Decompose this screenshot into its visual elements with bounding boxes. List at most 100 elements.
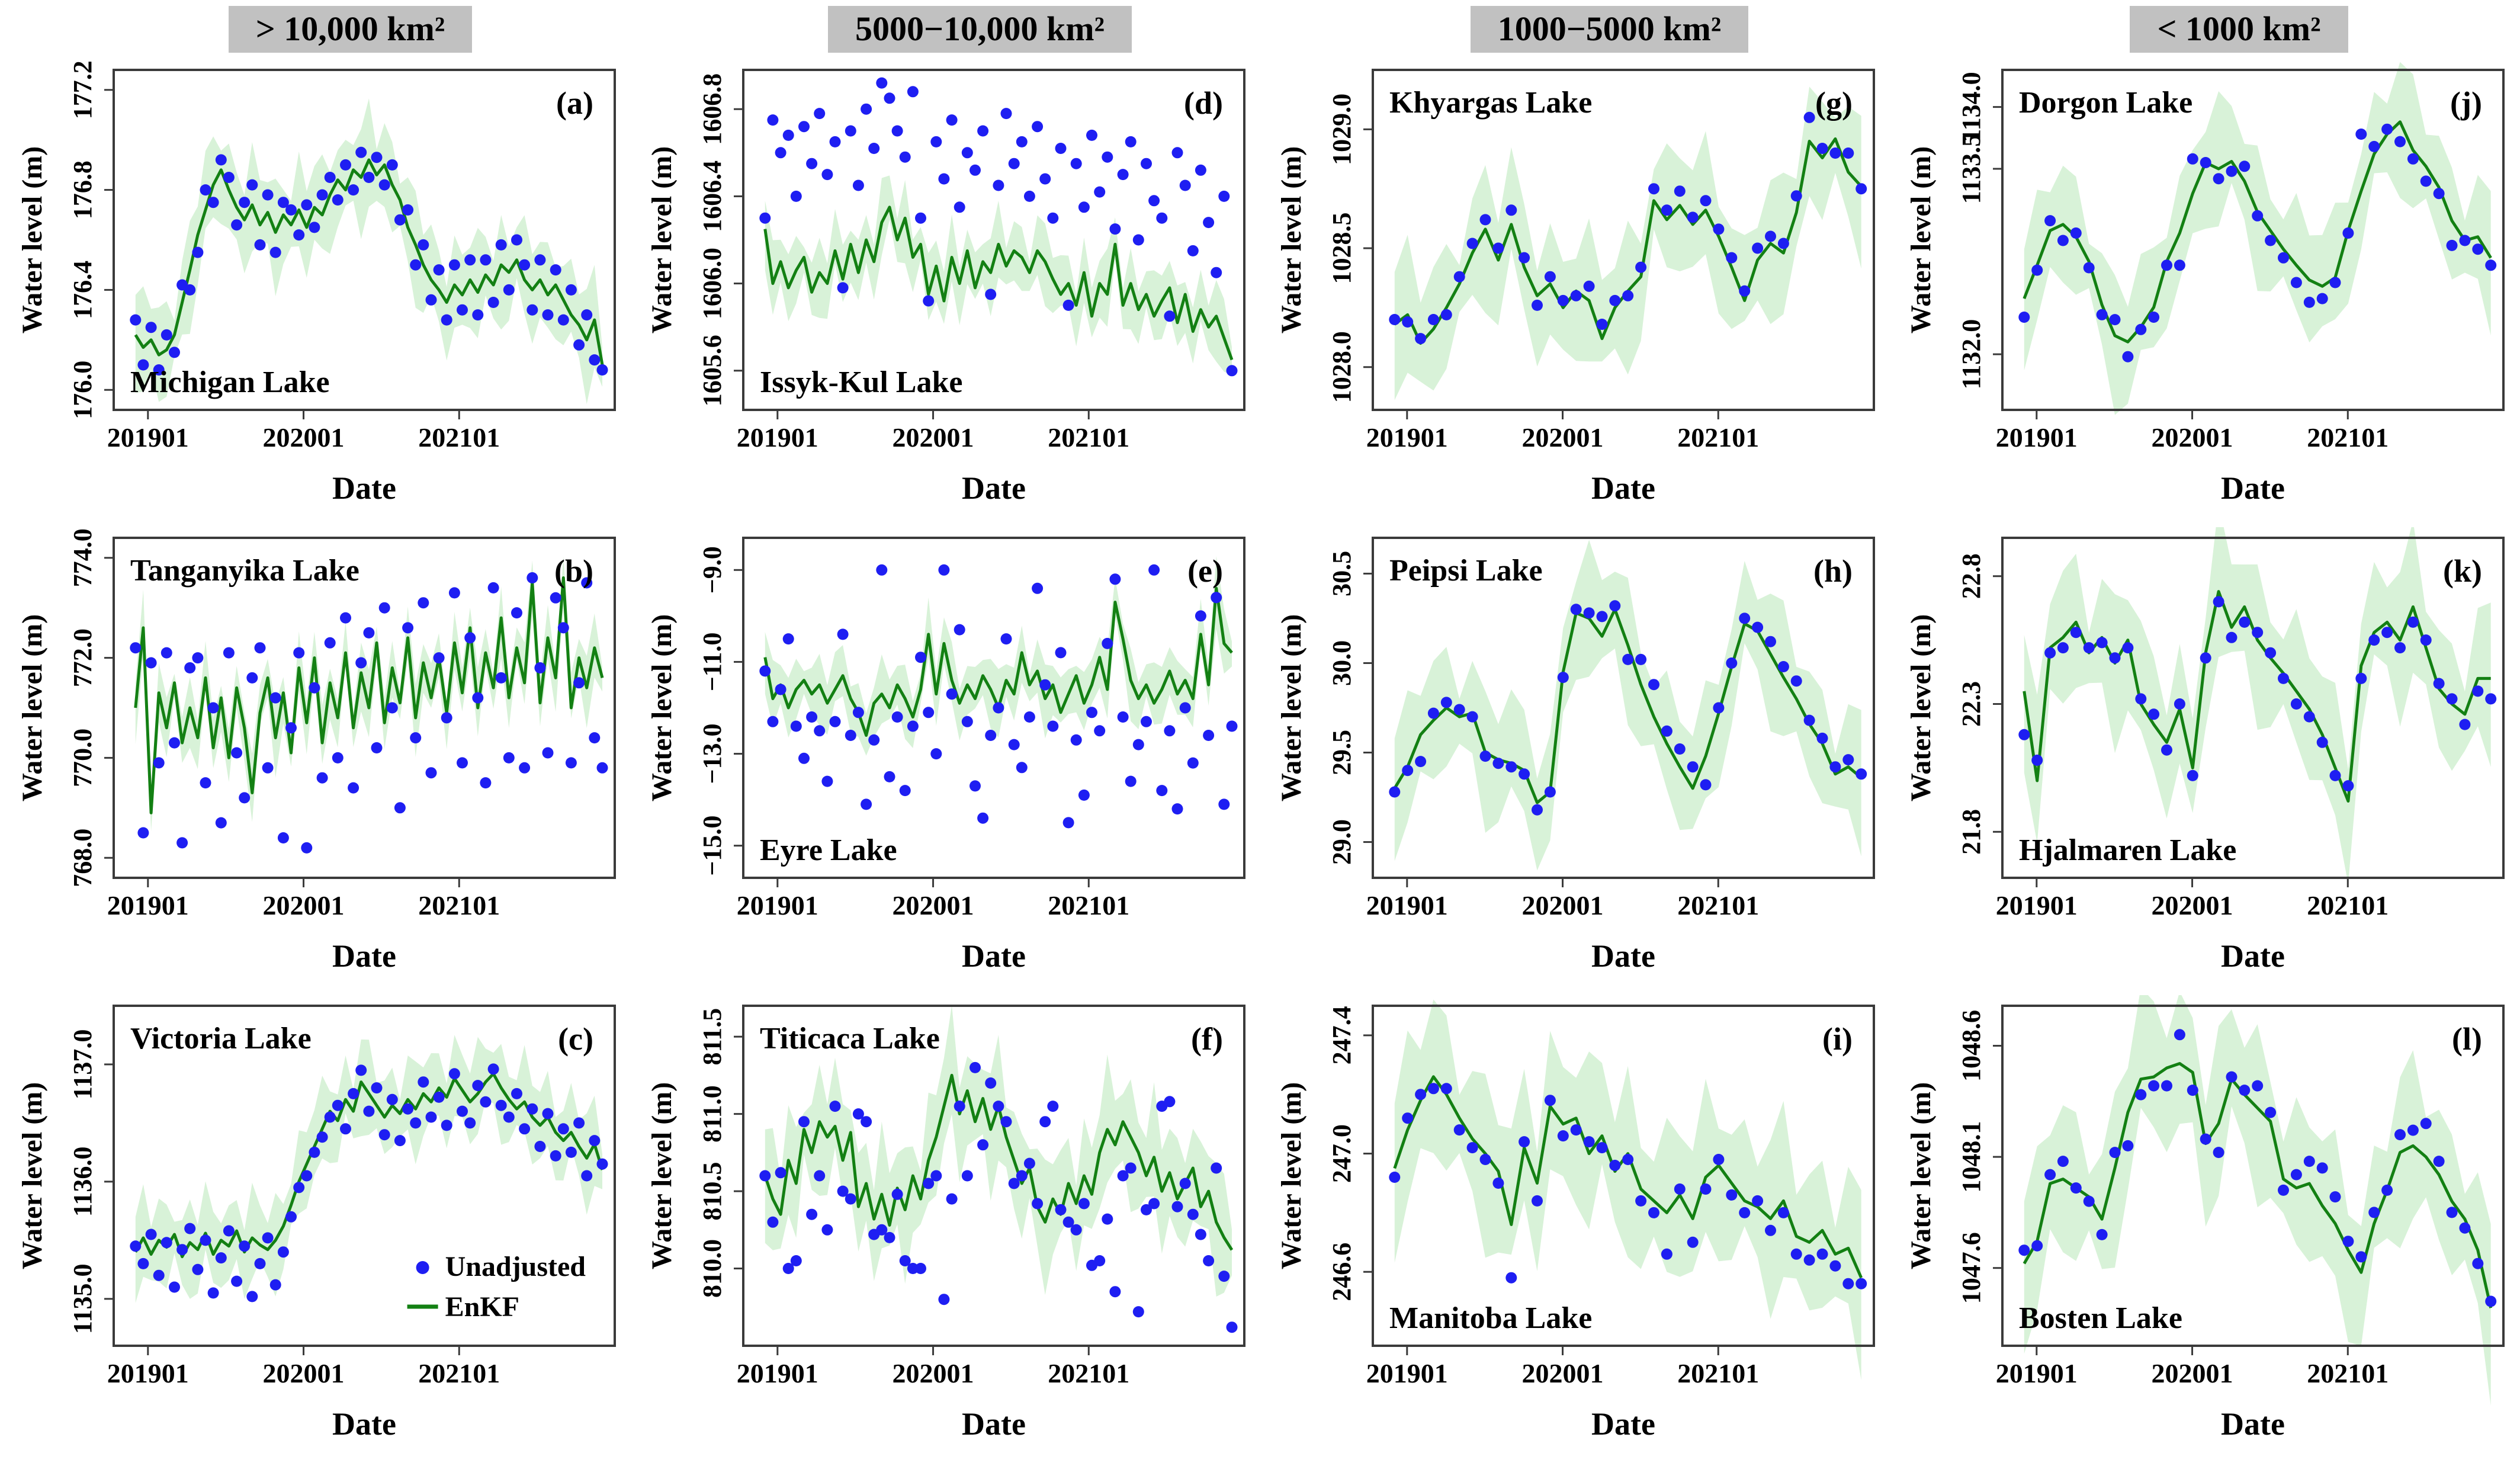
header-cell-3: 1000−5000 km² <box>1259 0 1889 59</box>
svg-text:EnKF: EnKF <box>445 1291 519 1323</box>
plot-frame <box>1372 69 1875 411</box>
x-axis-title: Date <box>332 470 396 506</box>
panel-chart: −15.0 −13.0 −11.0 −9.0 Water level (m) 201901… <box>646 537 1245 974</box>
svg-text:201901: 201901 <box>1996 422 2078 453</box>
svg-text:202001: 202001 <box>263 1358 345 1388</box>
panel-letter: (l) <box>2452 1021 2482 1057</box>
plot-frame <box>2001 69 2505 411</box>
svg-text:1048.6: 1048.6 <box>1957 1010 1986 1082</box>
uncertainty-band <box>2024 503 2491 884</box>
unadjusted-scatter <box>130 572 608 854</box>
panel-eyre-lake: −15.0 −13.0 −11.0 −9.0 Water level (m) 201901… <box>630 527 1259 995</box>
svg-text:177.2: 177.2 <box>68 60 97 119</box>
y-axis-title: Water level (m) <box>1905 1082 1937 1269</box>
panel-letter: (f) <box>1191 1021 1223 1057</box>
y-axis-title: Water level (m) <box>646 146 678 333</box>
svg-text:772.0: 772.0 <box>68 628 97 687</box>
unadjusted-scatter <box>1389 600 1867 816</box>
plot-frame <box>113 537 616 879</box>
header-cell-1: > 10,000 km² <box>0 0 630 59</box>
unadjusted-scatter <box>130 1063 608 1303</box>
svg-text:202101: 202101 <box>1677 422 1759 453</box>
uncertainty-band <box>1394 540 1861 871</box>
panel-chart: 176.0 176.4 176.8 177.2 Water level (m) 20190… <box>17 60 616 506</box>
y-axis: 810.0 810.5 811.0 811.5 Water level (m) <box>646 1008 743 1298</box>
y-axis: 246.6 247.0 247.4 Water level (m) <box>1276 1006 1373 1301</box>
svg-text:1028.0: 1028.0 <box>1327 331 1356 403</box>
svg-text:Unadjusted: Unadjusted <box>445 1251 586 1282</box>
panel-letter: (i) <box>1822 1021 1853 1057</box>
svg-text:−9.0: −9.0 <box>698 546 727 594</box>
panel-letter: (e) <box>1187 553 1223 589</box>
x-axis: 201901 202001 202101 Date <box>1366 1346 1759 1442</box>
svg-text:201901: 201901 <box>1366 1358 1448 1388</box>
svg-text:1606.8: 1606.8 <box>698 73 727 145</box>
svg-text:1047.6: 1047.6 <box>1957 1232 1986 1304</box>
y-axis-title: Water level (m) <box>1905 146 1937 333</box>
svg-text:201901: 201901 <box>107 890 189 920</box>
plot-frame <box>1372 537 1875 879</box>
y-axis: 176.0 176.4 176.8 177.2 Water level (m) <box>17 60 114 419</box>
y-axis: 1028.0 1028.5 1029.0 Water level (m) <box>1276 94 1373 403</box>
enkf-line <box>134 158 604 365</box>
plot-frame <box>1372 1005 1875 1347</box>
svg-text:810.0: 810.0 <box>698 1239 727 1298</box>
svg-text:202001: 202001 <box>893 422 974 453</box>
svg-text:247.0: 247.0 <box>1327 1124 1356 1183</box>
svg-text:1134.0: 1134.0 <box>1957 72 1986 142</box>
svg-text:202001: 202001 <box>893 1358 974 1388</box>
y-axis: 1047.6 1048.1 1048.6 Water level (m) <box>1905 1010 2002 1304</box>
x-axis-title: Date <box>332 1406 396 1442</box>
svg-text:202101: 202101 <box>1677 890 1759 920</box>
svg-text:202001: 202001 <box>2152 1358 2233 1388</box>
plot-frame <box>742 537 1245 879</box>
unadjusted-scatter <box>759 1061 1238 1333</box>
svg-text:201901: 201901 <box>737 1358 818 1388</box>
enkf-line <box>1393 1075 1863 1279</box>
x-axis-title: Date <box>1591 1406 1655 1442</box>
svg-text:201901: 201901 <box>1996 1358 2078 1388</box>
header-cell-4: < 1000 km² <box>1889 0 2518 59</box>
svg-text:201901: 201901 <box>107 422 189 453</box>
x-axis: 201901 202001 202101 Date <box>107 410 500 506</box>
svg-text:202101: 202101 <box>418 890 500 920</box>
panel-issyk-kul-lake: 1605.6 1606.0 1606.4 1606.8 Water level (m) 2… <box>630 59 1259 527</box>
lake-name-label: Victoria Lake <box>130 1022 312 1056</box>
svg-text:202001: 202001 <box>1522 1358 1604 1388</box>
uncertainty-band <box>135 98 603 405</box>
lake-name-label: Tanganyika Lake <box>130 554 359 588</box>
svg-text:202001: 202001 <box>263 422 345 453</box>
uncertainty-band <box>1394 86 1861 400</box>
y-axis-title: Water level (m) <box>1905 614 1937 801</box>
panel-letter: (j) <box>2450 85 2482 121</box>
lake-name-label: Hjalmaren Lake <box>2019 833 2236 867</box>
svg-text:1048.1: 1048.1 <box>1957 1121 1986 1193</box>
svg-text:1135.0: 1135.0 <box>68 1264 97 1335</box>
y-axis-title: Water level (m) <box>1276 146 1307 333</box>
size-category-header-2: 5000−10,000 km² <box>827 6 1132 53</box>
panel-hjalmaren-lake: 21.8 22.3 22.8 Water level (m) 201901 202001 2… <box>1889 503 2518 995</box>
y-axis-title: Water level (m) <box>646 1082 678 1269</box>
panel-chart: 1605.6 1606.0 1606.4 1606.8 Water level (m) 2… <box>646 69 1245 506</box>
svg-text:774.0: 774.0 <box>68 528 97 587</box>
enkf-line <box>763 206 1234 361</box>
uncertainty-band <box>765 1005 1232 1297</box>
svg-text:811.5: 811.5 <box>698 1008 727 1066</box>
panel-titicaca-lake: 810.0 810.5 811.0 811.5 Water level (m) 20190… <box>630 995 1259 1463</box>
svg-text:202101: 202101 <box>2307 1358 2389 1388</box>
panel-chart: 810.0 810.5 811.0 811.5 Water level (m) 20190… <box>646 1005 1245 1442</box>
panel-letter: (a) <box>556 85 593 121</box>
svg-text:22.8: 22.8 <box>1957 553 1986 599</box>
x-axis: 201901 202001 202101 Date <box>107 878 500 974</box>
uncertainty-band <box>135 556 603 832</box>
uncertainty-band <box>765 175 1232 376</box>
lake-name-label: Manitoba Lake <box>1389 1301 1592 1335</box>
x-axis-title: Date <box>962 1406 1026 1442</box>
panel-dorgon-lake: 1132.0 1133.5 1134.0 Water level (m) 201901 2… <box>1889 59 2518 527</box>
plot-frame <box>742 69 1245 411</box>
unadjusted-scatter <box>130 146 608 376</box>
